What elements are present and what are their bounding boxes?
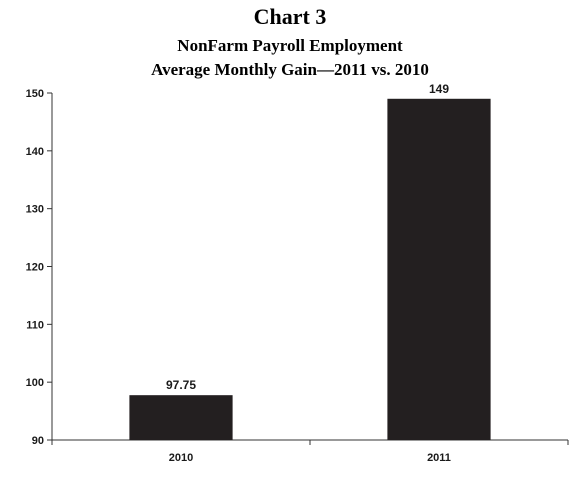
- chart-subtitle-line-1: NonFarm Payroll Employment: [177, 36, 403, 55]
- y-tick-label: 100: [26, 377, 44, 389]
- data-label-2010: 97.75: [166, 378, 196, 392]
- data-label-2011: 149: [429, 82, 449, 96]
- y-tick-label: 120: [26, 262, 44, 274]
- bar-2010: [129, 395, 233, 440]
- chart-subtitle-line-2: Average Monthly Gain—2011 vs. 2010: [151, 60, 429, 79]
- chart-title: Chart 3: [254, 4, 327, 29]
- y-tick-label: 110: [26, 319, 44, 331]
- x-tick-label-2011: 2011: [427, 452, 451, 464]
- y-tick-label: 140: [26, 146, 44, 158]
- y-tick-label: 150: [26, 88, 44, 100]
- plot-area: 90 100 110 120 130 140 150 97.75 2010 149 2011: [26, 82, 569, 464]
- y-tick-label: 90: [32, 435, 44, 447]
- bar-2011: [387, 98, 491, 441]
- x-tick-label-2010: 2010: [169, 452, 193, 464]
- y-tick-label: 130: [26, 204, 44, 216]
